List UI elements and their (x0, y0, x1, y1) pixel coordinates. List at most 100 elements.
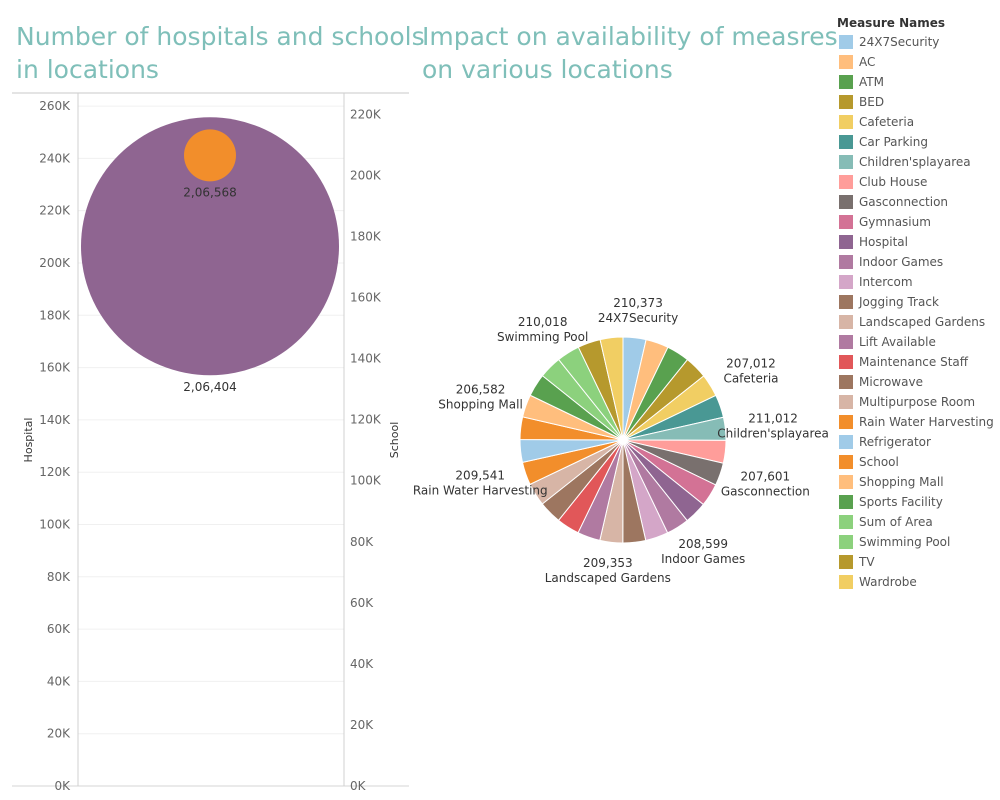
bubble-school[interactable] (184, 129, 236, 182)
bubble-chart: 0K 20K 40K 60K 80K 100K 120K 140K 160K 180K 200K 22… (12, 92, 409, 793)
legend-label: Cafeteria (859, 115, 915, 129)
legend-item[interactable]: Cafeteria (837, 112, 997, 132)
legend-swatch (839, 215, 853, 229)
legend-label: Sports Facility (859, 495, 943, 509)
y2-tick-label: 60K (350, 596, 374, 610)
legend-swatch (839, 515, 853, 529)
legend-swatch (839, 115, 853, 129)
y-tick-label: 120K (39, 465, 71, 479)
legend-item[interactable]: Microwave (837, 372, 997, 392)
legend-swatch (839, 55, 853, 69)
left-chart-title: Number of hospitals and schools in locat… (16, 20, 425, 86)
legend-item[interactable]: Multipurpose Room (837, 392, 997, 412)
legend-swatch (839, 255, 853, 269)
legend-item[interactable]: Rain Water Harvesting (837, 412, 997, 432)
legend-label: Sum of Area (859, 515, 933, 529)
legend-swatch (839, 535, 853, 549)
legend-swatch (839, 175, 853, 189)
legend-items: 24X7Security AC ATM BED Cafeteria Car Parking… (837, 32, 997, 592)
legend-item[interactable]: 24X7Security (837, 32, 997, 52)
legend-swatch (839, 195, 853, 209)
legend-item[interactable]: Sum of Area (837, 512, 997, 532)
legend-item[interactable]: Intercom (837, 272, 997, 292)
legend-label: Children'splayarea (859, 155, 971, 169)
legend-label: Intercom (859, 275, 913, 289)
bubble-hospital[interactable] (81, 117, 339, 376)
legend-swatch (839, 315, 853, 329)
y2-tick-label: 100K (350, 474, 382, 488)
pie-slice-wardrobe[interactable] (599, 336, 624, 441)
y-tick-label: 200K (39, 256, 71, 270)
pie-label-value: 210,018 (518, 315, 568, 329)
pie-label-name: Gasconnection (721, 485, 810, 499)
legend-label: BED (859, 95, 885, 109)
y2-tick-label: 20K (350, 718, 374, 732)
legend-item[interactable]: School (837, 452, 997, 472)
legend-swatch (839, 575, 853, 589)
legend-item[interactable]: Shopping Mall (837, 472, 997, 492)
legend-item[interactable]: TV (837, 552, 997, 572)
legend-item[interactable]: Gymnasium (837, 212, 997, 232)
y-axis-label: Hospital (22, 418, 35, 463)
legend-swatch (839, 235, 853, 249)
legend-swatch (839, 275, 853, 289)
y-tick-label: 0K (54, 779, 71, 793)
right-title-line-2: on various locations (422, 55, 673, 84)
pie-label-name: Indoor Games (661, 552, 745, 566)
legend-label: Jogging Track (859, 295, 939, 309)
y2-tick-label: 120K (350, 413, 382, 427)
pie-label-value: 208,599 (678, 537, 728, 551)
y2-tick-label: 180K (350, 229, 382, 243)
pie-label-value: 207,012 (726, 356, 776, 370)
legend-item[interactable]: Hospital (837, 232, 997, 252)
legend-label: 24X7Security (859, 35, 940, 49)
legend-item[interactable]: Car Parking (837, 132, 997, 152)
pie-label-name: Swimming Pool (497, 330, 588, 344)
legend-item[interactable]: ATM (837, 72, 997, 92)
legend-swatch (839, 395, 853, 409)
legend-item[interactable]: Maintenance Staff (837, 352, 997, 372)
legend-label: Swimming Pool (859, 535, 951, 549)
legend-swatch (839, 455, 853, 469)
y-tick-label: 160K (39, 361, 71, 375)
legend-item[interactable]: AC (837, 52, 997, 72)
legend-item[interactable]: Wardrobe (837, 572, 997, 592)
legend-label: Gymnasium (859, 215, 931, 229)
left-title-line-1: Number of hospitals and schools (16, 22, 425, 51)
y2-axis-label: School (388, 422, 401, 459)
legend-item[interactable]: Swimming Pool (837, 532, 997, 552)
legend-swatch (839, 355, 853, 369)
y-tick-label: 80K (47, 570, 71, 584)
legend-label: AC (859, 55, 876, 69)
legend-item[interactable]: Lift Available (837, 332, 997, 352)
pie-label-name: Shopping Mall (438, 398, 523, 412)
legend-swatch (839, 95, 853, 109)
legend-item[interactable]: Sports Facility (837, 492, 997, 512)
legend-item[interactable]: Children'splayarea (837, 152, 997, 172)
y-tick-label: 40K (47, 674, 71, 688)
y2-tick-label: 40K (350, 657, 374, 671)
legend-item[interactable]: Landscaped Gardens (837, 312, 997, 332)
legend-item[interactable]: Gasconnection (837, 192, 997, 212)
legend-label: Microwave (859, 375, 923, 389)
legend-label: Refrigerator (859, 435, 931, 449)
right-title-line-1: Impact on availability of measres (422, 22, 838, 51)
legend-item[interactable]: Indoor Games (837, 252, 997, 272)
legend-item[interactable]: Club House (837, 172, 997, 192)
legend-swatch (839, 555, 853, 569)
pie-label-name: Rain Water Harvesting (413, 484, 548, 498)
y-tick-label: 20K (47, 727, 71, 741)
left-title-line-2: in locations (16, 55, 159, 84)
legend-label: ATM (859, 75, 884, 89)
y-tick-label: 240K (39, 151, 71, 165)
legend-item[interactable]: Jogging Track (837, 292, 997, 312)
pie-label-value: 207,601 (741, 470, 791, 484)
legend-swatch (839, 475, 853, 489)
legend-item[interactable]: BED (837, 92, 997, 112)
legend-item[interactable]: Refrigerator (837, 432, 997, 452)
legend-label: Club House (859, 175, 928, 189)
